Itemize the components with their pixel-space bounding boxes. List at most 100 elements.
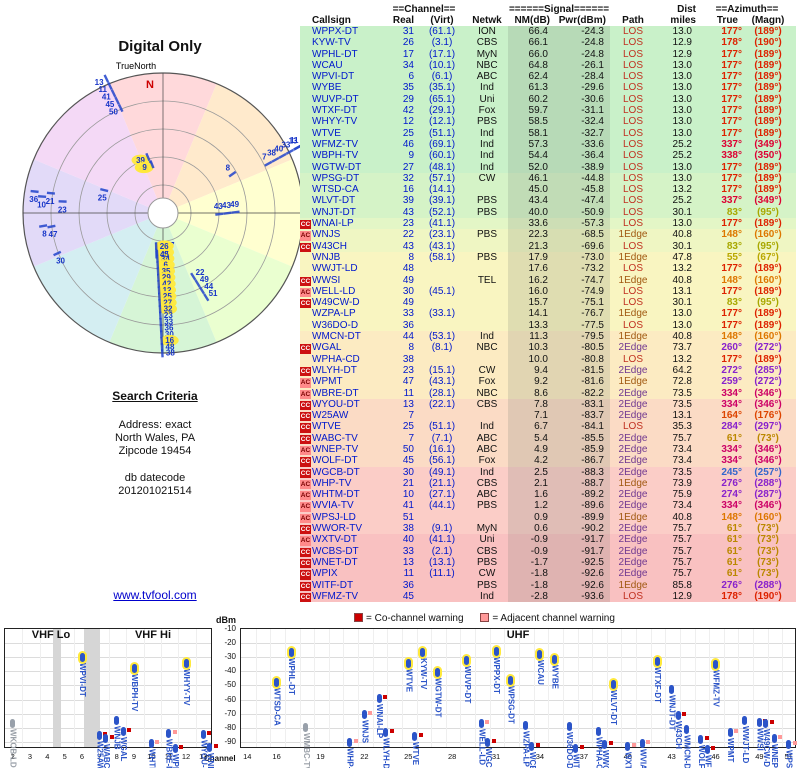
path: 2Edge [618,523,648,535]
callsign-link[interactable]: WTSD-CA [312,184,359,196]
callsign-link[interactable]: KYW-TV [312,37,351,49]
callsign-link[interactable]: WGCB-DT [312,466,360,478]
callsign-link[interactable]: WPSJ-LD [312,511,356,523]
warning-flag-cell [300,128,312,139]
adjacent-channel-chip [172,729,177,734]
path: LOS [622,105,643,117]
callsign-link[interactable]: W43CH [312,240,348,252]
callsign-link[interactable]: WCBS-DT [312,545,359,557]
power: -73.0 [554,251,610,264]
callsign-link[interactable]: WGTW-DT [312,161,362,173]
callsign-link[interactable]: WWJT-LD [312,263,358,275]
callsign-link[interactable]: WYOU-DT [312,398,360,410]
azimuth-true: 61° [726,545,742,557]
callsign-link[interactable]: WPSG-DT [312,172,360,184]
callsign-link[interactable]: WBPH-TV [312,150,359,162]
callsign-link[interactable]: W49CW-D [312,297,360,309]
band-gap [83,629,100,747]
channel-tick: 37 [579,752,588,761]
callsign-link[interactable]: WBRE-DT [312,387,359,399]
callsign-link[interactable]: WHTM-DT [312,489,360,501]
callsign-link[interactable]: WNJS [312,229,341,241]
svg-text:31: 31 [161,248,170,257]
callsign-link[interactable]: WFMZ-TV [312,590,359,602]
channel-tick: 19 [316,752,325,761]
uhf-band-label: UHF [506,629,530,641]
callsign-link[interactable]: WLVT-DT [312,195,356,207]
azimuth-magnetic: (189°) [754,127,782,139]
path: 1Edge [618,229,648,241]
callsign-link[interactable]: WHP-TV [312,477,352,489]
warning-flag-cell: CC [300,399,312,411]
callsign-link[interactable]: WITF-DT [312,579,354,591]
callsign-link[interactable]: WNEP-TV [312,443,359,455]
power: -74.9 [554,285,610,298]
callsign-link[interactable]: WPMT [312,376,343,388]
station-marker [625,742,631,752]
callsign-link[interactable]: WPIX [312,568,338,580]
warning-flag-cell: AC [300,534,312,546]
table-row: AC WVIA-TV 41 (44.1) PBS 1.2 -89.6 2Edge 73.4 334… [300,500,796,512]
callsign-link[interactable]: WTVE [312,127,341,139]
tvfool-link[interactable]: www.tvfool.com [113,588,197,602]
callsign-link[interactable]: WUVP-DT [312,93,359,105]
callsign-link[interactable]: WGAL [312,342,342,354]
callsign-link[interactable]: WPHA-CD [312,353,360,365]
real-channel: 49 [402,274,414,286]
distance: 72.8 [672,376,692,388]
noise-margin: 10.0 [508,353,554,365]
svg-text:10: 10 [37,200,46,209]
noise-margin: 46.1 [508,172,554,185]
callsign-link[interactable]: WTXF-DT [312,105,357,117]
station-marker [172,743,178,753]
callsign-link[interactable]: W25AW [312,410,349,422]
real-channel: 11 [403,568,414,580]
callsign-link[interactable]: WMCN-DT [312,331,361,343]
callsign-link[interactable]: WCAU [312,59,343,71]
callsign-link[interactable]: WPPX-DT [312,26,359,37]
real-channel: 35 [402,82,414,94]
path: LOS [622,161,643,173]
azimuth-magnetic: (272°) [754,342,782,354]
noise-margin: 57.3 [508,138,554,151]
warning-flag-cell: CC [300,433,312,444]
callsign-link[interactable]: WWSI [312,274,341,286]
callsign-link[interactable]: WZPA-LP [312,308,356,320]
svg-text:41: 41 [102,93,111,102]
callsign-link[interactable]: WHYY-TV [312,116,358,128]
power: -73.2 [554,263,610,275]
station-marker [288,647,294,657]
distance: 25.2 [672,150,692,162]
callsign-link[interactable]: WABC-TV [312,432,358,444]
callsign-link[interactable]: WVIA-TV [312,500,354,512]
callsign-link[interactable]: WNJB [312,251,341,263]
callsign-link[interactable]: WFMZ-TV [312,138,359,150]
warning-flag-cell [300,173,312,184]
callsign-link[interactable]: WNAI-LP [312,218,354,230]
warning-flag-cell: AC [300,478,312,490]
station-label: WMBC-TV [301,733,311,768]
callsign-link[interactable]: WPHL-DT [312,48,358,60]
callsign-link[interactable]: WOLF-DT [312,455,358,467]
warning-flag-cell [300,354,312,365]
callsign-link[interactable]: WYBE [312,82,342,94]
callsign-link[interactable]: WLYH-DT [312,364,357,376]
callsign-link[interactable]: W36DO-D [312,319,359,331]
noise-margin: 17.9 [508,251,554,264]
callsign-link[interactable]: WTVE [312,421,341,433]
network: ABC [476,489,498,501]
radar-title: Digital Only [118,38,202,55]
callsign-link[interactable]: WWOR-TV [312,523,362,535]
real-channel: 13 [402,398,414,410]
callsign-link[interactable]: WXTV-DT [312,534,357,546]
station-label: WGAL [119,736,129,761]
path: 1Edge [618,308,648,320]
callsign-link[interactable]: WELL-LD [312,285,356,297]
search-criteria: Search Criteria Address: exact North Wal… [35,390,275,498]
callsign-link[interactable]: WPVI-DT [312,71,355,83]
virtual-channel [418,410,466,421]
power: -38.9 [554,161,610,173]
callsign-link[interactable]: WNJT-DT [312,206,356,218]
callsign-link[interactable]: WNET-DT [312,556,358,568]
radar-plot: TrueNorth N 8738403313114343492249445171… [22,61,304,358]
